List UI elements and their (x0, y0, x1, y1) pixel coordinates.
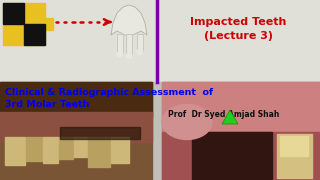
Bar (43, 137, 58, 163)
Ellipse shape (126, 53, 132, 59)
Polygon shape (222, 110, 238, 124)
Bar (192, 132, 272, 180)
Ellipse shape (162, 105, 212, 140)
Bar (24, 24, 45, 45)
Bar (280, 136, 308, 156)
Bar (0, 82, 320, 180)
Polygon shape (111, 5, 147, 37)
Bar (74, 137, 87, 157)
Bar (88, 137, 110, 167)
Text: 3rd Molar Teeth: 3rd Molar Teeth (5, 100, 89, 109)
Bar (59, 137, 73, 159)
Bar (0, 82, 152, 117)
Text: Impacted Teeth: Impacted Teeth (190, 17, 287, 27)
Bar (45, 18, 53, 30)
Bar (137, 34, 143, 52)
Bar (0, 112, 152, 142)
Bar (137, 34, 143, 52)
Bar (3, 3, 45, 45)
Bar (0, 0, 320, 82)
Bar (117, 34, 123, 54)
Text: Clinical & Radiographic Assessment  of: Clinical & Radiographic Assessment of (5, 88, 213, 97)
Bar (126, 34, 132, 56)
Bar (126, 34, 132, 56)
Text: Prof  Dr Syed Amjad Shah: Prof Dr Syed Amjad Shah (168, 110, 279, 119)
Bar (162, 82, 320, 180)
Ellipse shape (137, 50, 143, 55)
Bar (26, 137, 42, 161)
Ellipse shape (117, 51, 123, 57)
Bar (5, 137, 25, 165)
Bar (60, 127, 140, 139)
Bar (3, 3, 24, 24)
Bar (162, 82, 320, 132)
Bar (162, 132, 320, 180)
Bar (111, 137, 129, 163)
Bar (117, 34, 123, 54)
Text: (Lecture 3): (Lecture 3) (204, 31, 273, 41)
Bar (277, 134, 312, 178)
Bar (0, 82, 152, 180)
